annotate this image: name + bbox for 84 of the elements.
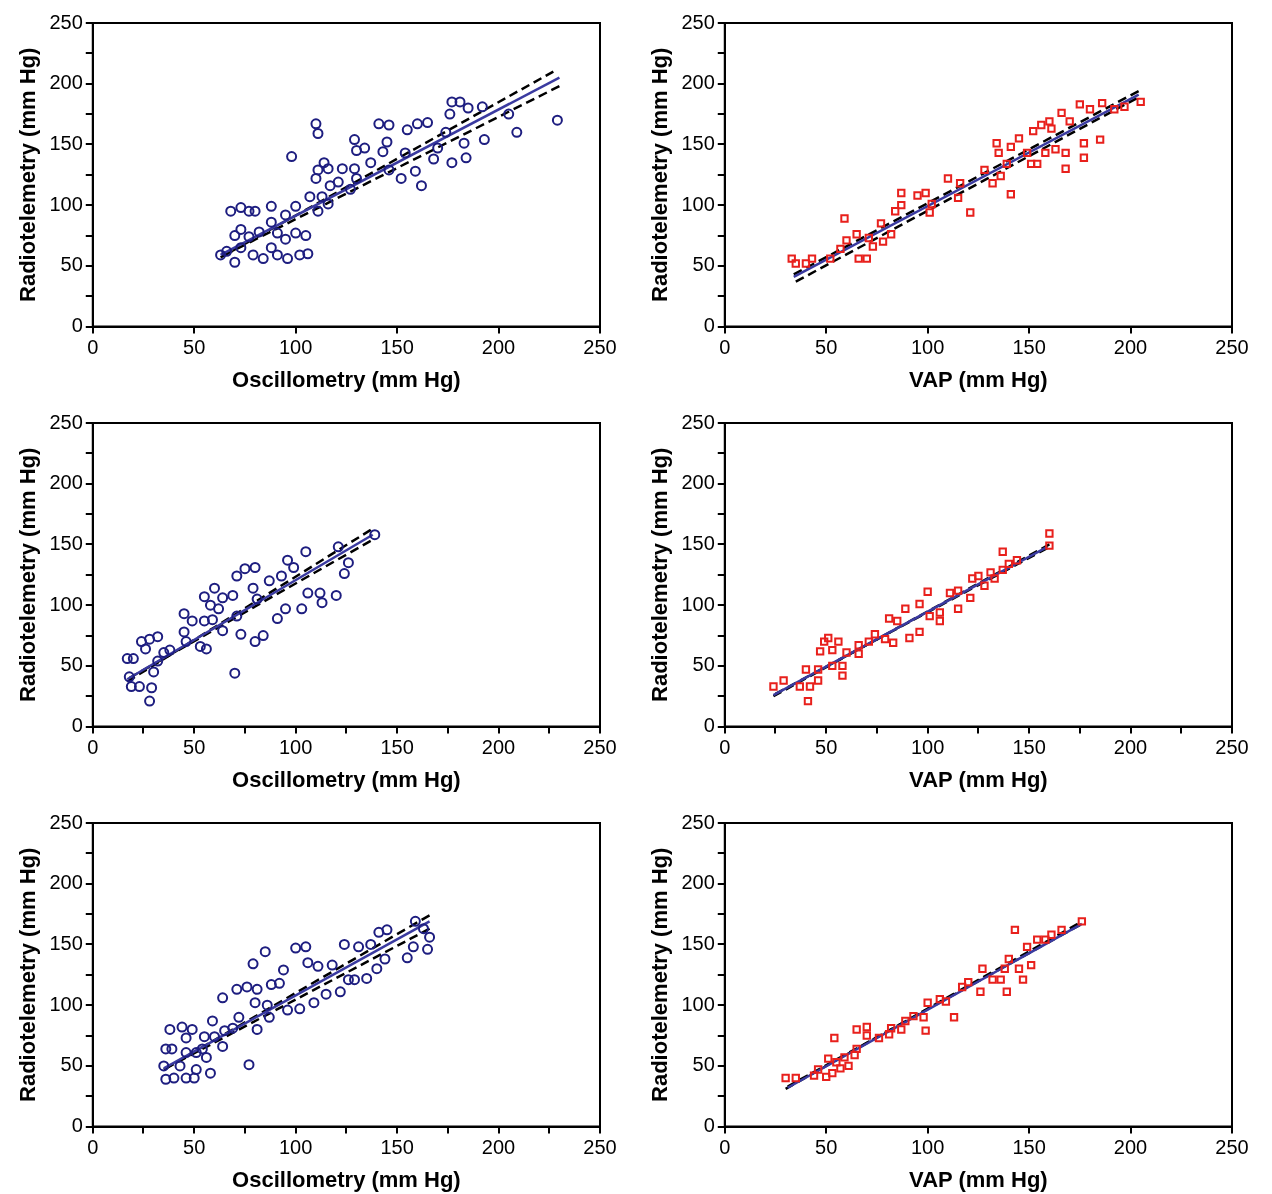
y-tick-label: 150 [49, 131, 83, 154]
x-tick-label: 0 [719, 736, 731, 759]
x-tick-label: 150 [380, 336, 414, 359]
x-tick-label: 200 [1113, 1136, 1148, 1159]
y-tick-label: 250 [49, 10, 83, 33]
x-axis-title: Oscillometry (mm Hg) [232, 766, 461, 792]
y-tick-label: 0 [71, 314, 83, 337]
y-tick-label: 50 [692, 1053, 715, 1076]
x-tick-label: 0 [719, 336, 731, 359]
y-tick-label: 150 [49, 531, 83, 554]
x-tick-label: 50 [183, 736, 206, 759]
y-tick-label: 150 [681, 531, 715, 554]
y-axis-title: Radiotelemetry (mm Hg) [15, 447, 41, 702]
y-tick-label: 200 [681, 871, 715, 894]
x-tick-label: 50 [183, 336, 206, 359]
y-tick-label: 200 [49, 471, 83, 494]
y-tick-label: 150 [49, 931, 83, 954]
x-tick-label: 200 [481, 736, 516, 759]
y-axis-title: Radiotelemetry (mm Hg) [647, 847, 673, 1102]
y-tick-label: 50 [60, 253, 83, 276]
x-tick-label: 50 [815, 1136, 838, 1159]
y-tick-label: 150 [681, 931, 715, 954]
y-axis-title: Radiotelemetry (mm Hg) [15, 847, 41, 1102]
y-tick-label: 250 [681, 810, 715, 833]
y-tick-label: 0 [71, 714, 83, 737]
y-tick-label: 150 [681, 131, 715, 154]
y-tick-label: 100 [681, 192, 715, 215]
y-tick-label: 250 [681, 10, 715, 33]
x-tick-label: 250 [1215, 1136, 1249, 1159]
x-tick-label: 0 [87, 336, 99, 359]
x-tick-label: 150 [1012, 736, 1046, 759]
y-tick-label: 100 [49, 992, 83, 1015]
x-tick-label: 200 [481, 336, 516, 359]
x-tick-label: 200 [481, 1136, 516, 1159]
y-tick-label: 200 [49, 871, 83, 894]
y-tick-label: 0 [703, 714, 715, 737]
y-tick-label: 50 [60, 653, 83, 676]
y-axis-title: Radiotelemetry (mm Hg) [647, 47, 673, 302]
y-axis-title: Radiotelemetry (mm Hg) [647, 447, 673, 702]
y-tick-label: 200 [681, 71, 715, 94]
x-axis-title: Oscillometry (mm Hg) [232, 1166, 461, 1192]
x-tick-label: 150 [380, 736, 414, 759]
y-tick-label: 250 [49, 810, 83, 833]
x-tick-label: 200 [1113, 336, 1148, 359]
x-tick-label: 0 [719, 1136, 731, 1159]
y-tick-label: 50 [692, 653, 715, 676]
y-tick-label: 50 [60, 1053, 83, 1076]
x-tick-label: 100 [278, 1136, 313, 1159]
x-tick-label: 150 [380, 1136, 414, 1159]
x-axis-title: Oscillometry (mm Hg) [232, 366, 461, 392]
x-tick-label: 250 [583, 1136, 617, 1159]
x-axis-title: VAP (mm Hg) [909, 1166, 1048, 1192]
y-tick-label: 100 [49, 592, 83, 615]
y-tick-label: 0 [703, 314, 715, 337]
x-tick-label: 100 [278, 336, 313, 359]
y-tick-label: 100 [49, 192, 83, 215]
x-tick-label: 250 [583, 336, 617, 359]
x-tick-label: 0 [87, 736, 99, 759]
x-tick-label: 50 [815, 736, 838, 759]
x-tick-label: 0 [87, 1136, 99, 1159]
x-tick-label: 100 [910, 1136, 945, 1159]
x-tick-label: 100 [910, 736, 945, 759]
y-axis-title: Radiotelemetry (mm Hg) [15, 47, 41, 302]
x-tick-label: 50 [815, 336, 838, 359]
x-tick-label: 100 [910, 336, 945, 359]
y-tick-label: 200 [681, 471, 715, 494]
x-tick-label: 50 [183, 1136, 206, 1159]
x-tick-label: 250 [1215, 336, 1249, 359]
y-tick-label: 100 [681, 992, 715, 1015]
x-tick-label: 250 [1215, 736, 1249, 759]
x-tick-label: 200 [1113, 736, 1148, 759]
y-tick-label: 100 [681, 592, 715, 615]
x-tick-label: 100 [278, 736, 313, 759]
y-tick-label: 250 [681, 410, 715, 433]
y-tick-label: 0 [71, 1114, 83, 1137]
y-tick-label: 200 [49, 71, 83, 94]
x-axis-title: VAP (mm Hg) [909, 366, 1048, 392]
y-tick-label: 50 [692, 253, 715, 276]
x-tick-label: 150 [1012, 336, 1046, 359]
x-tick-label: 250 [583, 736, 617, 759]
y-tick-label: 250 [49, 410, 83, 433]
y-tick-label: 0 [703, 1114, 715, 1137]
x-tick-label: 150 [1012, 1136, 1046, 1159]
x-axis-title: VAP (mm Hg) [909, 766, 1048, 792]
